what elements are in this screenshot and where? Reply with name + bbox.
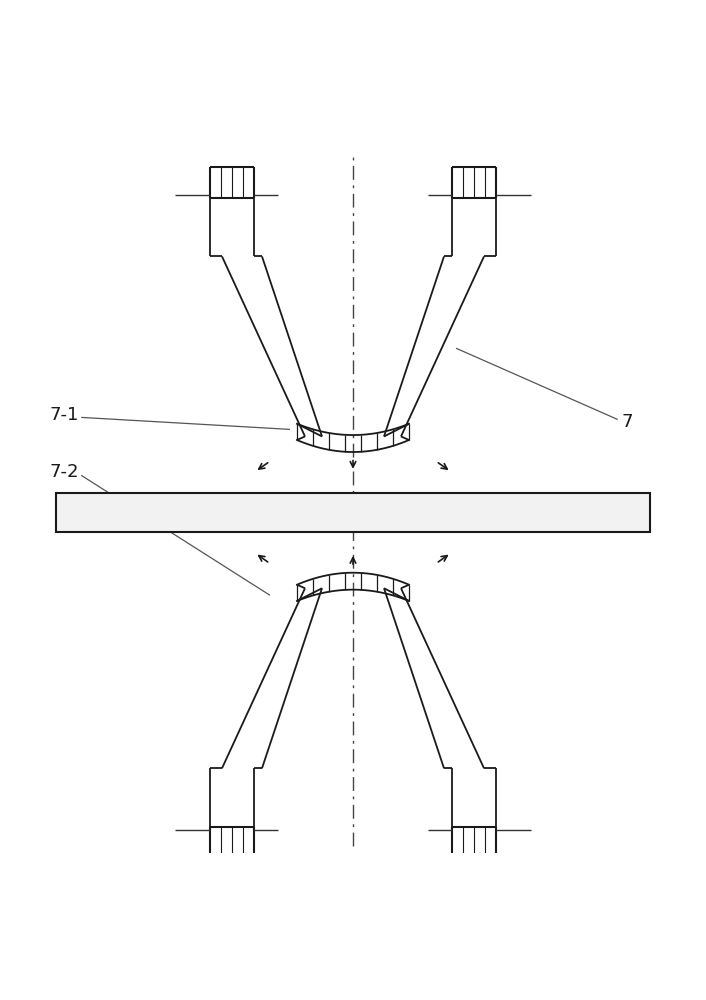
Bar (56, 493, 650, 532)
Text: 7-1: 7-1 (49, 406, 79, 424)
Text: 7-2: 7-2 (49, 463, 79, 481)
Text: 7: 7 (621, 413, 633, 431)
